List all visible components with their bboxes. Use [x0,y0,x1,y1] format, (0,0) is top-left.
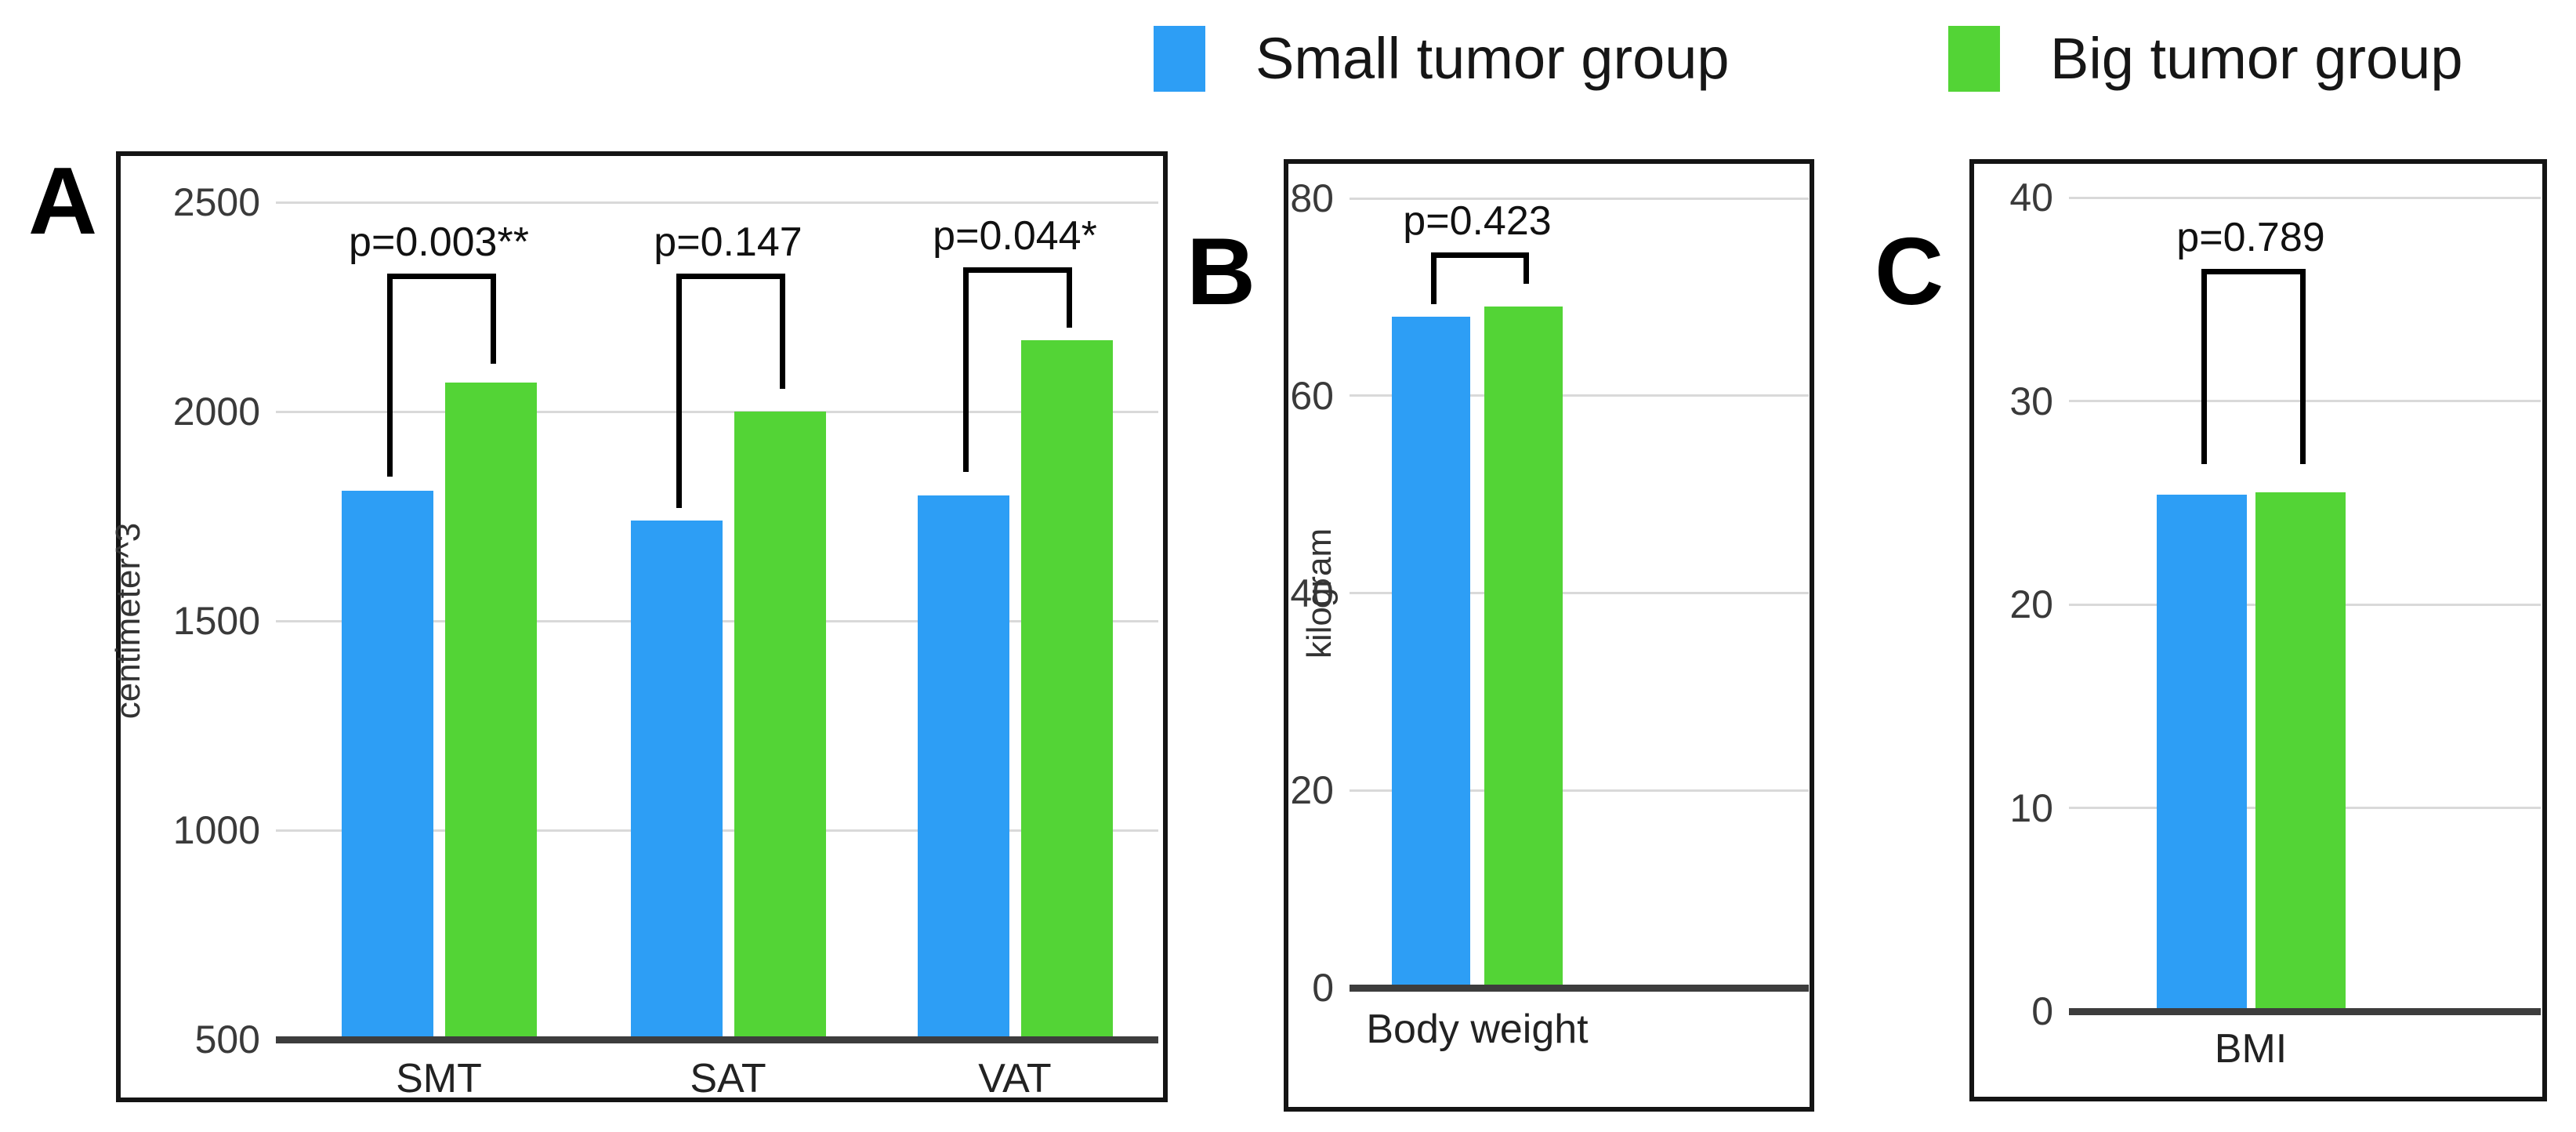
panel-a-y-axis-title: centimeter^3 [109,522,147,720]
panel-a-ytick-1500: 1500 [172,599,260,643]
panel-c-ytick-20: 20 [2009,582,2053,626]
panel-a-ytick-1000: 1000 [172,808,260,852]
panel-a-bracket-top-2 [963,267,1072,273]
panel-b-gridline-60 [1350,394,1809,397]
panel-b-ytick-80: 80 [1290,176,1334,220]
panel-a-p-value-1: p=0.147 [654,219,803,265]
panel-b-letter-label: B [1187,218,1256,325]
panel-a-x-axis-baseline [276,1036,1158,1043]
panel-b-bracket-top-0 [1431,252,1529,259]
panel-a-bar-big-sat [734,412,826,1043]
panel-c-ytick-0: 0 [2031,989,2053,1033]
panel-a-gridline-2000 [276,410,1158,413]
panel-b-bracket-right-arm-0 [1523,252,1529,285]
panel-c-gridline-40 [2069,196,2541,199]
panel-c-bracket-left-arm-0 [2201,268,2207,464]
panel-c-xlabel-bmi: BMI [2214,1026,2288,1072]
panel-c-bar-big-bmi [2255,492,2346,1014]
panel-c-bar-small-bmi [2156,494,2247,1014]
panel-b-ytick-60: 60 [1290,373,1334,418]
panel-a-bar-big-smt [444,382,537,1043]
panel-a-bracket-right-arm-2 [1067,267,1072,328]
panel-b-bar-big-body-weight [1484,307,1563,991]
panel-a-p-value-0: p=0.003** [349,219,529,265]
legend-label-big-tumor: Big tumor group [2050,26,2463,91]
panel-c-ytick-40: 40 [2009,176,2053,220]
panel-a-bracket-left-arm-1 [676,273,682,508]
legend-swatch-big-tumor-icon [1948,25,2000,92]
panel-a-bar-small-smt [341,491,433,1043]
panel-a-xlabel-smt: SMT [396,1056,482,1101]
panel-b-gridline-20 [1350,789,1809,792]
panel-a-bracket-right-arm-1 [780,273,785,389]
panel-a-bracket-left-arm-2 [963,267,969,473]
panel-b-gridline-80 [1350,197,1809,200]
panel-c-bracket-top-0 [2201,268,2306,274]
panel-b-y-axis-title: kilogram [1300,528,1339,659]
panel-b-x-axis-baseline [1350,985,1809,992]
panel-a-bar-small-sat [630,520,723,1043]
panel-a-bracket-right-arm-0 [491,273,496,364]
panel-c-letter-label: C [1875,218,1944,325]
panel-a-bracket-left-arm-0 [387,273,393,477]
panel-c-ytick-10: 10 [2009,786,2053,830]
panel-a-xlabel-vat: VAT [978,1056,1052,1101]
panel-b-p-value-0: p=0.423 [1403,198,1552,245]
panel-b-ytick-0: 0 [1312,966,1334,1010]
legend-label-small-tumor: Small tumor group [1255,26,1730,91]
panel-a-ytick-2500: 2500 [172,180,260,224]
panel-b-bar-small-body-weight [1392,317,1470,991]
panel-a-letter-label: A [28,147,98,254]
legend-item-small-tumor: Small tumor group [1154,25,1730,92]
panel-c-x-axis-baseline [2069,1008,2541,1015]
panel-a-bracket-top-1 [676,273,785,279]
legend-swatch-small-tumor-icon [1154,25,1205,92]
panel-a-bar-small-vat [917,495,1009,1043]
panel-b-xlabel-body-weight: Body weight [1366,1007,1589,1052]
panel-c-bracket-right-arm-0 [2300,268,2306,464]
panel-c-p-value-0: p=0.789 [2176,214,2325,260]
legend-item-big-tumor: Big tumor group [1948,25,2463,92]
panel-a-ytick-2000: 2000 [172,390,260,434]
panel-a-xlabel-sat: SAT [690,1056,766,1101]
panel-b-ytick-20: 20 [1290,768,1334,813]
panel-a-gridline-2500 [276,201,1158,204]
panel-b-gridline-40 [1350,592,1809,594]
panel-a-p-value-2: p=0.044* [933,212,1097,259]
panel-c-ytick-30: 30 [2009,379,2053,423]
panel-b-ytick-40: 40 [1290,571,1334,615]
panel-a-bar-big-vat [1020,340,1113,1043]
panel-b-bracket-left-arm-0 [1431,252,1437,304]
panel-a-ytick-500: 500 [194,1018,260,1061]
panel-a-bracket-top-0 [387,273,496,279]
